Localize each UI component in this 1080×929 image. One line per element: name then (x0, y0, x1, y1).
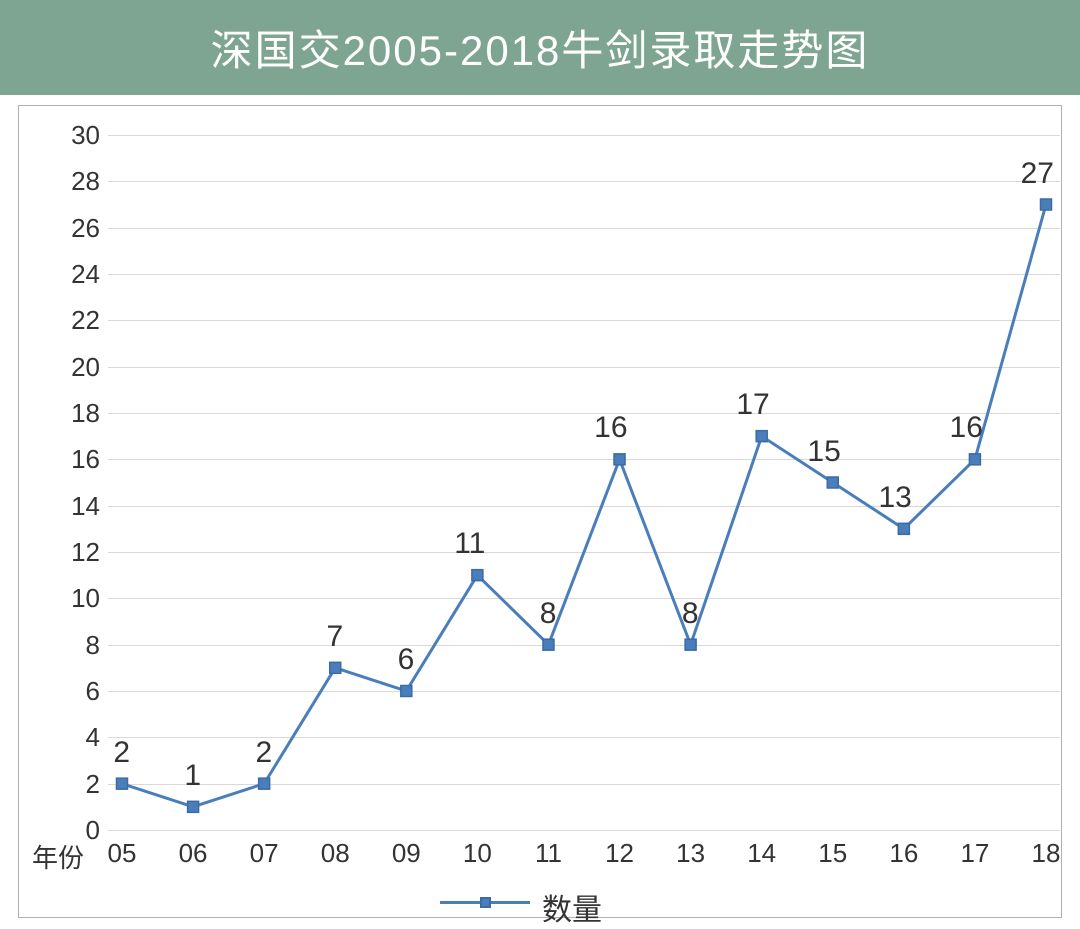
data-marker (969, 454, 980, 465)
data-label: 13 (866, 481, 912, 515)
data-label: 11 (439, 527, 485, 561)
data-marker (401, 686, 412, 697)
legend-marker-icon (480, 897, 491, 908)
data-label: 2 (244, 736, 272, 770)
data-label: 27 (1008, 157, 1054, 191)
data-marker (756, 431, 767, 442)
data-label: 8 (671, 597, 699, 631)
data-label: 8 (528, 597, 556, 631)
data-marker (188, 801, 199, 812)
data-label: 16 (937, 411, 983, 445)
data-marker (898, 523, 909, 534)
data-marker (117, 778, 128, 789)
line-plot-svg (0, 95, 1080, 928)
data-marker (472, 570, 483, 581)
chart-title-bar: 深国交2005-2018牛剑录取走势图 (0, 0, 1080, 95)
data-label: 15 (795, 435, 841, 469)
data-label: 1 (173, 759, 201, 793)
data-marker (543, 639, 554, 650)
data-marker (685, 639, 696, 650)
data-marker (1041, 199, 1052, 210)
data-label: 16 (582, 411, 628, 445)
data-label: 17 (724, 388, 770, 422)
legend-text: 数量 (542, 885, 602, 929)
data-marker (259, 778, 270, 789)
chart-area: 024681012141618202224262830 050607080910… (0, 95, 1080, 928)
data-label: 6 (386, 643, 414, 677)
data-marker (614, 454, 625, 465)
data-label: 7 (315, 620, 343, 654)
data-marker (330, 662, 341, 673)
chart-title: 深国交2005-2018牛剑录取走势图 (211, 17, 870, 78)
data-marker (827, 477, 838, 488)
data-label: 2 (102, 736, 130, 770)
